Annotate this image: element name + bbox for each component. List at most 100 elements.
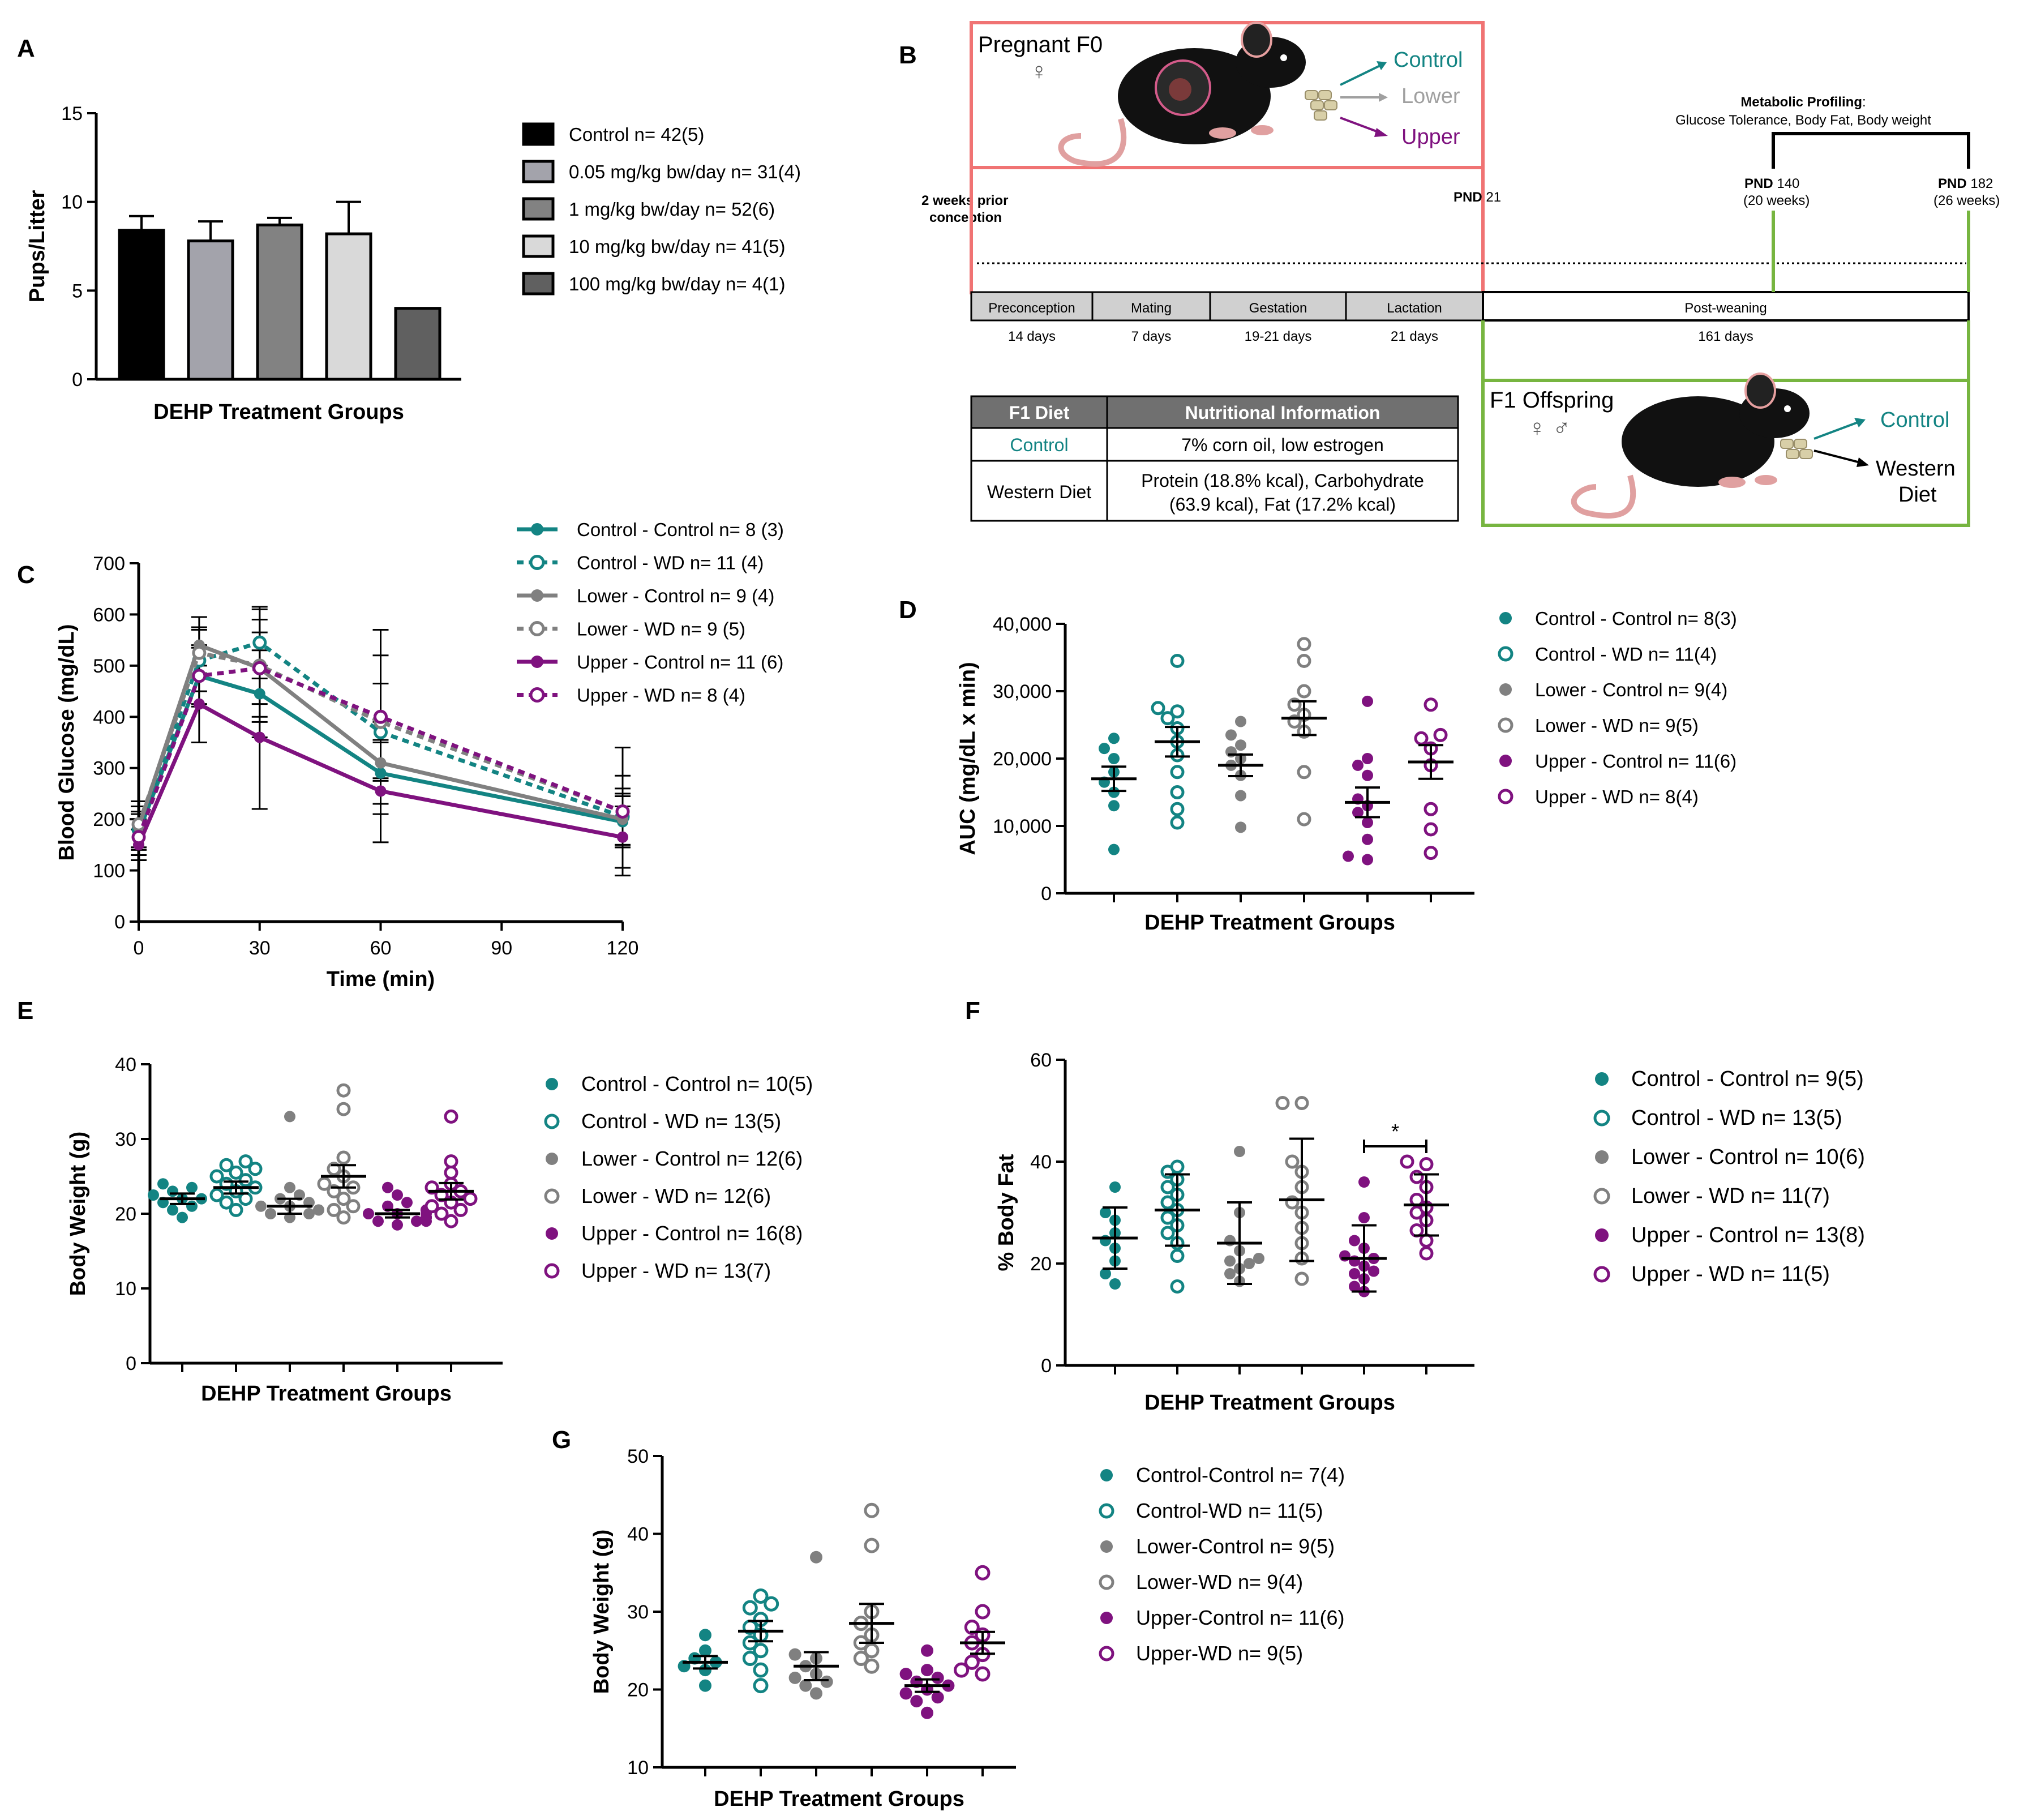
y-tick-label: 10 <box>627 1757 649 1779</box>
f1-arrow-diet-label: Diet <box>1898 483 1937 507</box>
data-point <box>372 1215 384 1227</box>
table-header: F1 Diet <box>1009 402 1070 423</box>
data-point <box>921 1706 933 1719</box>
data-point <box>753 1678 769 1694</box>
pnd140-weeks: (20 weeks) <box>1743 193 1810 208</box>
legend-marker <box>1498 789 1514 804</box>
x-tick-label: 60 <box>370 937 392 959</box>
y-tick-label: 50 <box>627 1446 649 1467</box>
legend-label: Control - WD n= 11(4) <box>1535 644 1717 665</box>
legend-label: Lower - Control n= 9 (4) <box>577 585 774 606</box>
data-point <box>699 1629 711 1642</box>
legend-marker <box>531 656 543 668</box>
data-point <box>444 1214 458 1228</box>
legend-label: Upper - WD n= 8 (4) <box>577 685 745 706</box>
data-point <box>336 1150 351 1165</box>
legend-marker <box>531 523 543 536</box>
data-point <box>899 1668 912 1680</box>
chart-panel-a: A 0 5 10 15 Control n= 42(5) 0.05 mg/kg bw/day… <box>17 35 801 424</box>
data-point <box>1170 1279 1185 1294</box>
data-point <box>1100 1268 1111 1279</box>
arrow-head-control-f0 <box>1377 61 1387 70</box>
table-cell-text: Control <box>1010 435 1068 455</box>
data-point <box>975 1604 991 1620</box>
panel-letter: F <box>965 997 980 1025</box>
data-point <box>1170 815 1185 830</box>
legend-label: Lower - WD n= 12(6) <box>581 1184 771 1207</box>
legend-label: Control-Control n= 7(4) <box>1136 1463 1345 1487</box>
y-tick-label: 0 <box>1041 1355 1052 1377</box>
data-point <box>1108 786 1120 798</box>
data-point <box>1419 1157 1434 1171</box>
data-point <box>1160 1180 1175 1194</box>
offspring-mouse-icon <box>1571 372 1810 519</box>
data-point <box>336 1210 351 1225</box>
legend-marker <box>1100 1540 1113 1553</box>
data-point <box>1234 1146 1245 1157</box>
data-point <box>444 1109 458 1124</box>
data-point <box>1424 846 1438 860</box>
legend-label: Lower-Control n= 9(5) <box>1136 1535 1335 1558</box>
data-point <box>864 1502 880 1518</box>
legend-label: Control n= 42(5) <box>569 124 704 145</box>
y-tick-label: 200 <box>93 809 125 830</box>
legend-label: 1 mg/kg bw/day n= 52(6) <box>569 199 775 220</box>
x-tick-label: 90 <box>491 937 512 959</box>
table-cell-text: (63.9 kcal), Fat (17.2% kcal) <box>1169 494 1396 515</box>
arrow-head-lower-f0 <box>1379 93 1388 102</box>
data-point <box>265 1208 276 1219</box>
chart-panel-f: F 0 20 40 60 Control - Control n= 9(5) Control… <box>965 997 1865 1415</box>
data-point <box>1235 821 1246 833</box>
phase-label: Preconception <box>988 301 1075 316</box>
data-point <box>209 1188 224 1202</box>
f1-sex-symbols: ♀ ♂ <box>1528 414 1571 441</box>
data-point <box>327 1202 341 1217</box>
y-axis-label: Pups/Litter <box>25 190 49 303</box>
y-tick-label: 0 <box>126 1353 136 1374</box>
legend-marker <box>1498 646 1514 662</box>
pre-conception-label: 2 weeks prior conception <box>921 193 1008 225</box>
data-point <box>1275 1096 1290 1110</box>
y-tick-label: 20,000 <box>993 748 1052 770</box>
legend-label: Control-WD n= 11(5) <box>1136 1499 1323 1522</box>
x-axis-label: Time (min) <box>327 967 435 991</box>
data-point <box>1368 1265 1379 1277</box>
phase-duration: 21 days <box>1391 329 1438 344</box>
metabolic-subtitle: Glucose Tolerance, Body Fat, Body weight <box>1675 113 1931 128</box>
data-point <box>1297 653 1311 668</box>
data-point <box>131 830 146 845</box>
phase-gestation <box>1209 291 1347 322</box>
data-point <box>1294 1271 1309 1286</box>
bar <box>256 223 303 381</box>
y-tick-label: 500 <box>93 656 125 677</box>
data-point <box>753 1588 769 1604</box>
data-point <box>1224 1255 1236 1267</box>
chart-panels: A 0 5 10 15 Control n= 42(5) 0.05 mg/kg bw/day… <box>17 35 1865 1811</box>
legend-label: 10 mg/kg bw/day n= 41(5) <box>569 236 785 257</box>
legend-label: Lower-WD n= 9(4) <box>1136 1570 1303 1594</box>
bar <box>325 232 372 381</box>
data-point <box>742 1600 758 1616</box>
data-point <box>336 1192 351 1206</box>
y-tick-label: 700 <box>93 553 125 575</box>
data-point <box>284 1111 295 1123</box>
legend-label: Lower - Control n= 12(6) <box>581 1147 803 1170</box>
legend-label: Lower - Control n= 10(6) <box>1631 1145 1865 1169</box>
data-point <box>255 1200 267 1212</box>
f1-arrow-control-label: Control <box>1880 408 1950 432</box>
significance-star: * <box>1391 1120 1399 1143</box>
data-point <box>1108 753 1120 764</box>
data-point <box>617 831 628 843</box>
data-point <box>1235 739 1246 751</box>
data-point <box>931 1671 944 1684</box>
data-point <box>1424 697 1438 712</box>
pnd140-label: PND 140 <box>1744 176 1799 191</box>
data-point <box>799 1679 812 1692</box>
arrow-western-f1 <box>1813 449 1863 464</box>
legend-marker <box>1100 1469 1113 1481</box>
x-axis-label: DEHP Treatment Groups <box>714 1787 964 1811</box>
legend-label: Control - Control n= 8(3) <box>1535 608 1737 629</box>
data-point <box>1433 727 1448 742</box>
y-tick-label: 100 <box>93 860 125 882</box>
data-point <box>336 1083 351 1098</box>
